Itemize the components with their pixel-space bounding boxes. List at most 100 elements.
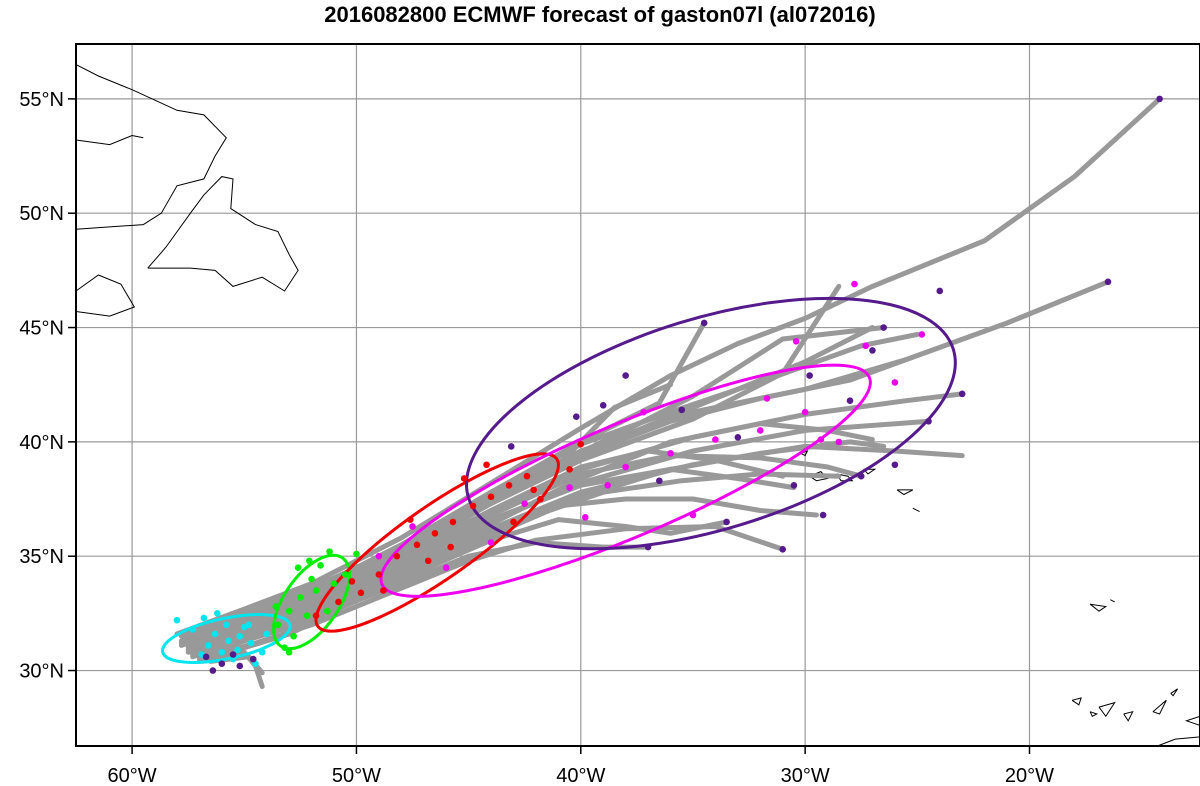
position-dot-stage4: [756, 427, 764, 434]
position-dot-stage3: [566, 466, 573, 473]
position-dot-stage2: [308, 575, 315, 583]
position-dot-stage3: [335, 598, 342, 606]
position-dot-stage2: [330, 580, 338, 587]
coastline: [147, 176, 299, 292]
position-dot-stage3: [431, 530, 439, 537]
position-dot-stage5: [1156, 95, 1163, 103]
ellipse-stage4: [379, 363, 872, 598]
position-dot-stage2: [303, 612, 311, 619]
ellipse-stage2: [272, 553, 352, 651]
position-dot-stage5: [644, 543, 652, 551]
position-dot-stage5: [209, 667, 217, 674]
coastline: [1071, 697, 1082, 706]
position-dot-stage2: [306, 557, 313, 565]
lat-tick-label: 55°N: [19, 89, 64, 111]
position-dot-stage1: [234, 646, 241, 654]
lat-tick-label: 45°N: [19, 318, 64, 340]
position-dot-stage5: [1104, 278, 1112, 286]
position-dot-stage5: [573, 413, 580, 421]
forecast-positions: [173, 95, 1163, 674]
lat-tick-label: 30°N: [19, 661, 64, 683]
position-dot-stage2: [294, 564, 302, 571]
position-dot-stage2: [285, 648, 293, 656]
position-dot-stage3: [510, 518, 517, 526]
position-dot-stage5: [819, 511, 827, 519]
position-dot-stage5: [880, 324, 887, 331]
lon-tick-label: 40°W: [556, 765, 605, 786]
position-dot-stage3: [460, 475, 468, 482]
position-dot-stage4: [521, 500, 529, 507]
coastline: [1184, 715, 1200, 726]
position-dot-stage2: [272, 603, 279, 610]
map-title: 2016082800 ECMWF forecast of gaston07l (…: [324, 2, 876, 27]
position-dot-stage4: [862, 342, 870, 350]
position-dot-stage4: [442, 564, 450, 571]
position-dot-stage4: [689, 511, 697, 519]
coastline: [1157, 736, 1200, 747]
map-frame: [75, 43, 1200, 747]
position-dot-stage4: [763, 395, 771, 402]
coastline: [75, 274, 136, 317]
position-dot-stage3: [537, 495, 544, 503]
coastlines: [75, 64, 1200, 747]
lon-tick-label: 50°W: [332, 765, 381, 786]
position-dot-stage3: [483, 461, 490, 469]
position-dot-stage5: [869, 347, 876, 354]
position-dot-stage1: [189, 626, 196, 633]
position-dot-stage1: [245, 621, 253, 629]
ensemble-track: [185, 466, 552, 648]
coastline: [1170, 688, 1179, 697]
position-dot-stage3: [449, 518, 457, 526]
position-dot-stage2: [274, 621, 282, 629]
position-dot-stage3: [487, 493, 495, 501]
ellipse-stage3: [314, 452, 560, 633]
position-dot-stage1: [247, 639, 255, 647]
lat-tick-label: 40°N: [19, 432, 64, 454]
position-dot-stage4: [712, 436, 719, 443]
position-dot-stage1: [225, 637, 232, 645]
position-dot-stage5: [958, 390, 966, 398]
position-dot-stage3: [577, 440, 585, 448]
position-dot-stage3: [348, 578, 356, 585]
position-dot-stage5: [734, 434, 742, 441]
position-dot-stage1: [223, 621, 230, 629]
position-dot-stage5: [229, 651, 237, 658]
position-dot-stage2: [281, 644, 288, 651]
position-dot-stage3: [530, 486, 537, 494]
axis-labels: 60°W 50°W 40°W 30°W 20°W 30°N 35°N 40°N 45°N 50°N…: [19, 89, 1054, 786]
position-dot-stage4: [667, 450, 674, 457]
position-dot-stage5: [656, 477, 663, 485]
position-dot-stage1: [258, 648, 266, 656]
lon-tick-label: 20°W: [1005, 765, 1054, 786]
ellipse-stage5: [465, 296, 957, 551]
position-dot-stage4: [640, 408, 647, 416]
coastline: [75, 64, 227, 230]
lon-tick-label: 60°W: [108, 765, 157, 786]
position-dot-stage3: [380, 587, 387, 594]
position-dot-stage1: [211, 630, 219, 638]
position-dot-stage1: [200, 614, 208, 622]
position-dot-stage5: [599, 401, 607, 409]
position-dot-stage4: [835, 438, 843, 446]
position-dot-stage3: [357, 589, 365, 597]
position-dot-stage4: [375, 552, 383, 560]
position-dot-stage2: [317, 562, 324, 569]
position-dot-stage5: [622, 372, 629, 379]
position-dot-stage4: [622, 463, 629, 471]
position-dot-stage2: [326, 548, 333, 555]
position-dot-stage5: [790, 482, 798, 489]
position-dot-stage5: [779, 546, 787, 553]
coastline: [896, 489, 914, 496]
position-dot-stage5: [236, 662, 244, 670]
position-dot-stage3: [393, 552, 401, 560]
position-dot-stage2: [341, 571, 349, 578]
position-dot-stage2: [297, 594, 304, 601]
position-dot-stage2: [353, 550, 360, 558]
position-dot-stage4: [817, 436, 825, 443]
position-dot-stage4: [409, 523, 416, 530]
position-dot-stage5: [700, 319, 708, 327]
position-dot-stage4: [566, 484, 573, 491]
coastline: [1123, 710, 1134, 722]
coastline: [1152, 699, 1167, 715]
position-dot-stage5: [857, 472, 865, 480]
